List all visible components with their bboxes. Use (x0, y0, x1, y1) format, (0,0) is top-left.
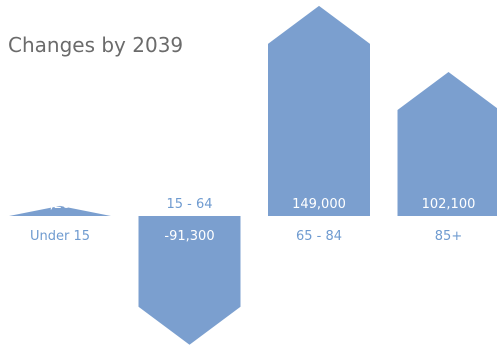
value-label-2: -91,300 (164, 229, 214, 244)
category-label-2: 15 - 64 (166, 197, 212, 212)
category-label-4: 85+ (435, 229, 462, 244)
chart-marks: 7,200 Under 15 -91,300 15 - 64 149,000 65 - 8… (9, 5, 497, 345)
arrow-bar-2 (138, 216, 241, 345)
value-label-4: 102,100 (422, 197, 476, 212)
category-label-1: Under 15 (30, 229, 90, 244)
arrow-bar-3 (268, 5, 370, 216)
category-label-3: 65 - 84 (296, 229, 342, 244)
arrow-bar-4 (397, 72, 497, 216)
value-label-1: 7,200 (41, 197, 78, 212)
chart-title: Changes by 2039 (8, 33, 183, 57)
arrow-bar-1 (9, 205, 111, 216)
value-label-3: 149,000 (292, 197, 346, 212)
